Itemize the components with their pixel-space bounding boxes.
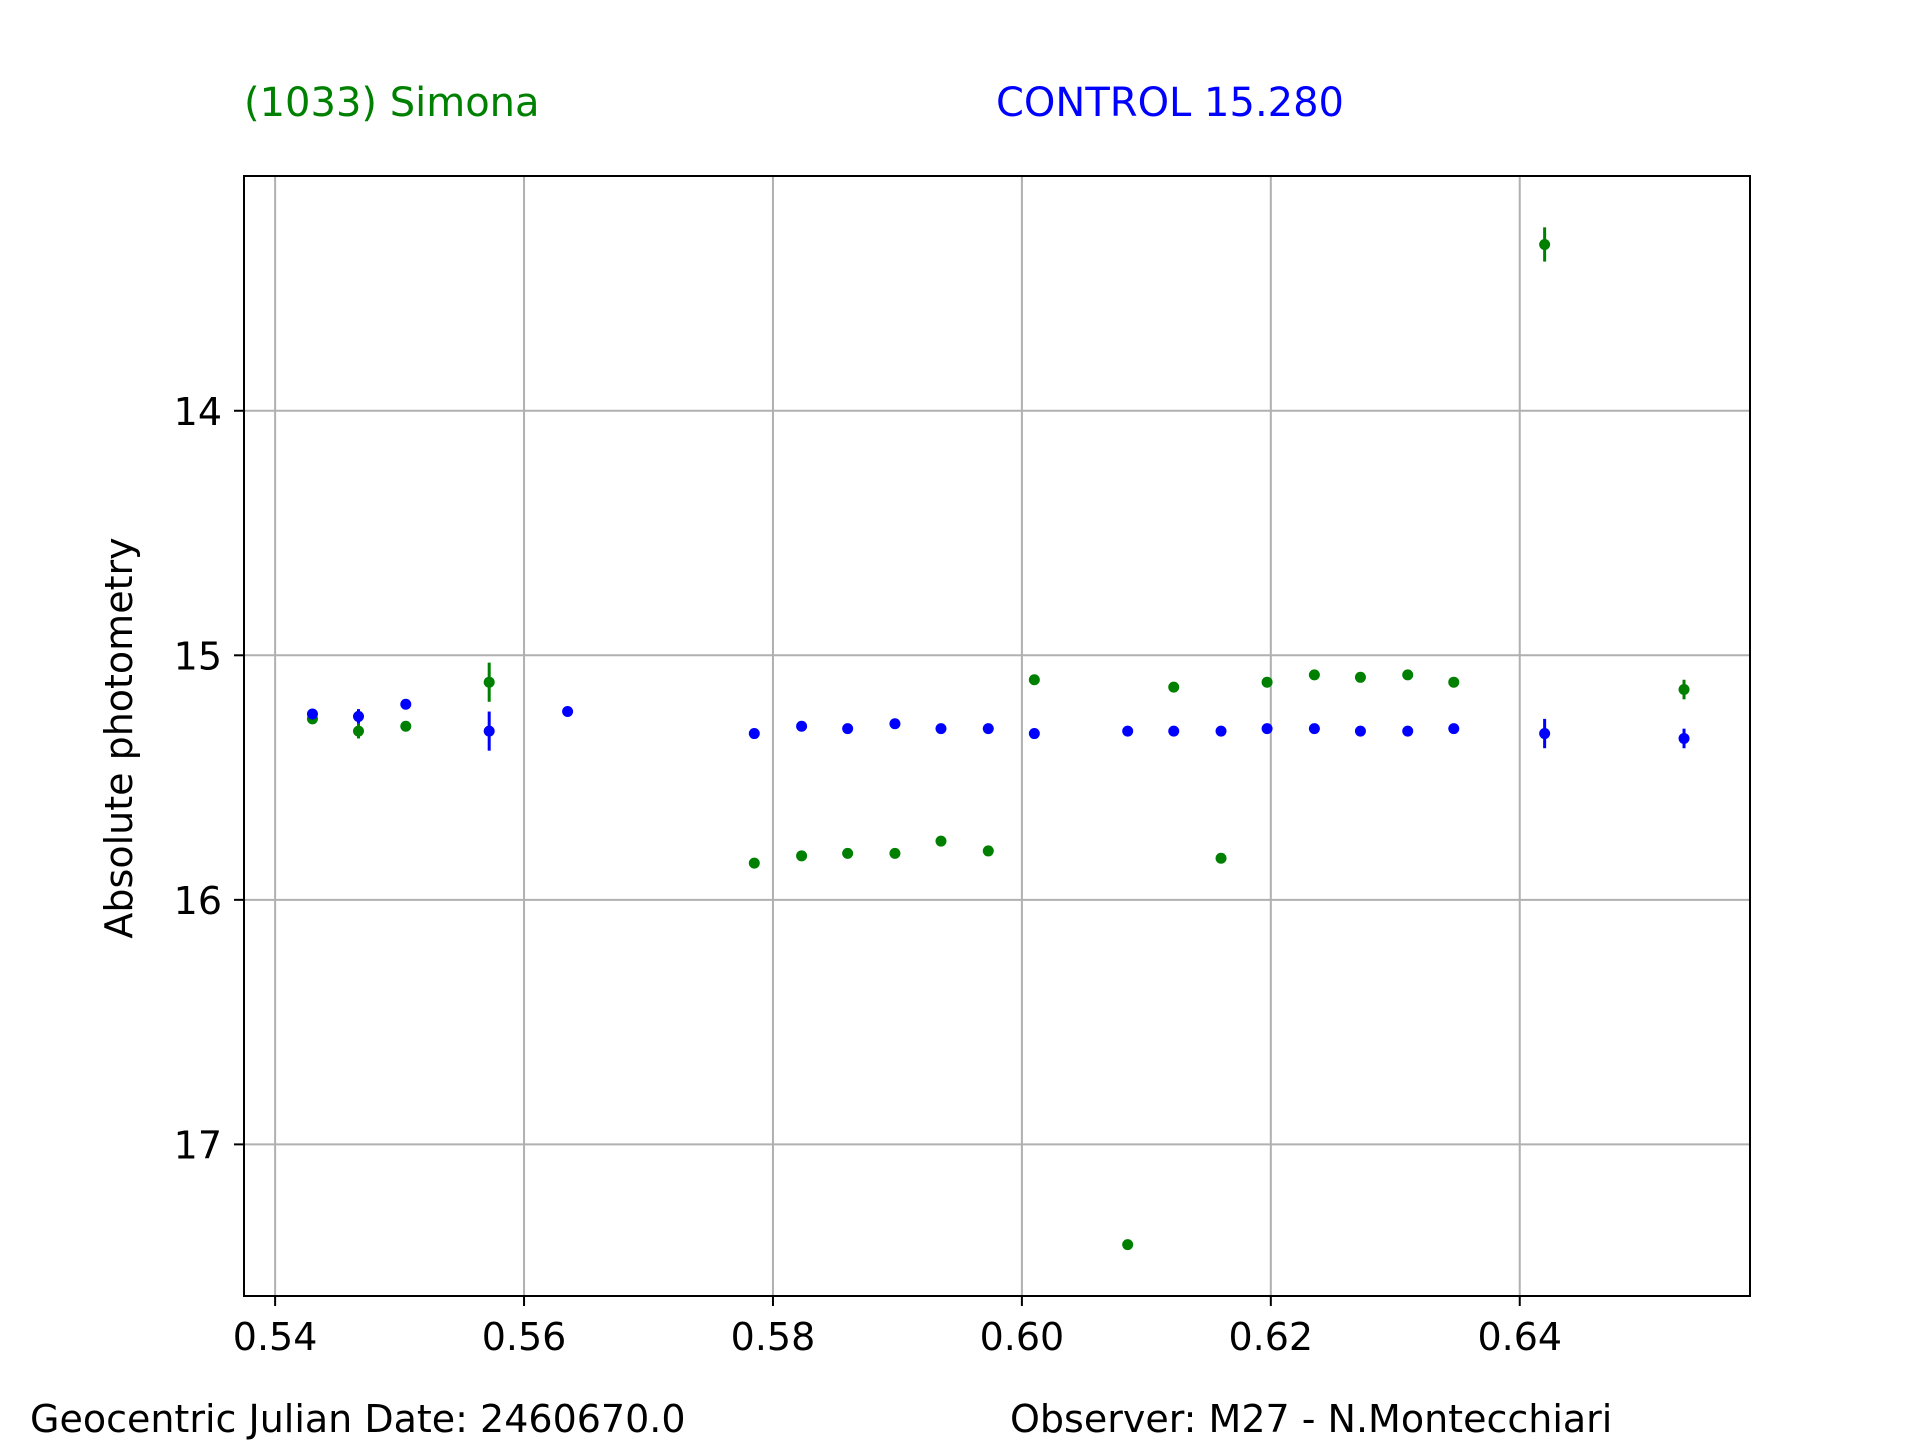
data-point [353,725,365,737]
data-point [889,847,901,859]
data-point [562,706,574,718]
data-points [306,227,1690,1251]
data-point [796,850,808,862]
data-point [935,723,947,735]
x-tick-label: 0.60 [980,1315,1065,1359]
data-point [935,835,947,847]
data-point [982,845,994,857]
data-point [1215,852,1227,864]
data-point [1402,725,1414,737]
data-point [748,857,760,869]
y-tick-label: 16 [174,879,222,923]
data-point [306,708,318,720]
data-point [1168,681,1180,693]
data-point [842,723,854,735]
data-point [400,720,412,732]
x-tick-label: 0.64 [1477,1315,1562,1359]
y-tick-label: 17 [174,1123,222,1167]
y-tick-label: 14 [174,390,222,434]
y-axis: 14 15 16 17 [174,390,244,1167]
x-tick-label: 0.62 [1229,1315,1314,1359]
data-point [1402,669,1414,681]
data-point [889,718,901,730]
data-point [1308,669,1320,681]
data-point [748,728,760,740]
data-point [483,725,495,737]
data-point [1122,1239,1134,1251]
data-point [1539,728,1551,740]
data-point [483,676,495,688]
data-point [842,847,854,859]
data-point [796,720,808,732]
data-point [1448,676,1460,688]
date-label: Geocentric Julian Date: 2460670.0 [30,1397,686,1440]
data-point [1215,725,1227,737]
control-label: CONTROL 15.280 [996,80,1344,126]
control-series [306,698,1690,751]
data-point [400,698,412,710]
data-point [1028,674,1040,686]
y-axis-label: Absolute photometry [97,537,141,938]
x-tick-label: 0.58 [731,1315,816,1359]
x-tick-label: 0.56 [482,1315,567,1359]
x-axis: 0.54 0.56 0.58 0.60 0.62 0.64 [233,1296,1562,1359]
plot-frame [243,175,1751,1297]
data-point [982,723,994,735]
data-point [1678,732,1690,744]
x-tick-label: 0.54 [233,1315,318,1359]
data-point [1261,723,1273,735]
object-label: (1033) Simona [244,80,540,126]
data-point [353,710,365,722]
grid-lines [244,176,1750,1296]
data-point [1354,725,1366,737]
data-point [1028,728,1040,740]
data-point [1539,238,1551,250]
data-point [1678,684,1690,696]
data-point [1448,723,1460,735]
observer-label: Observer: M27 - N.Montecchiari [1010,1397,1612,1440]
data-point [1354,671,1366,683]
data-point [1122,725,1134,737]
y-tick-label: 15 [174,634,222,678]
data-point [1261,676,1273,688]
data-point [1168,725,1180,737]
data-point [1308,723,1320,735]
